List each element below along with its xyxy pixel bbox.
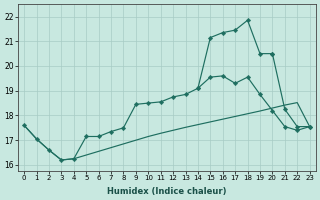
X-axis label: Humidex (Indice chaleur): Humidex (Indice chaleur): [107, 187, 227, 196]
